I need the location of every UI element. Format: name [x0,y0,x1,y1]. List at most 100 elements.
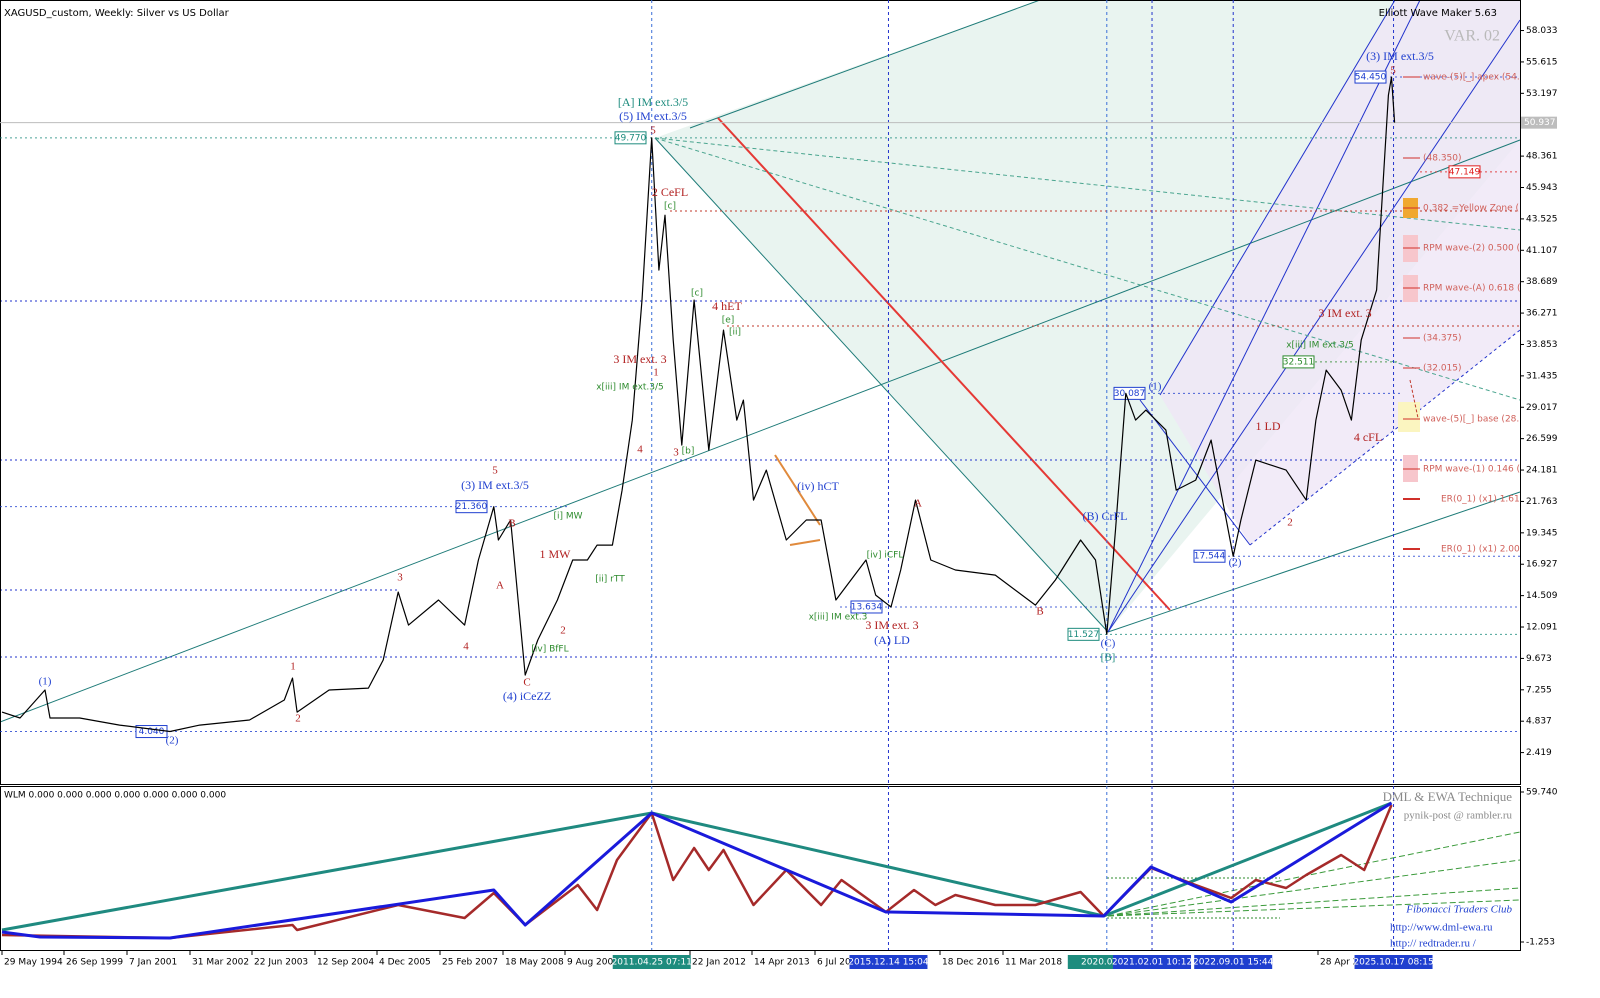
channel-line [689,0,1041,129]
level-label-box [1354,70,1387,84]
projection-label: wave-(5)[_] base (28. [1423,415,1519,425]
pitchfork-zone [1160,0,1520,545]
channel-line [0,139,1521,723]
wave-label: [e] [722,316,735,326]
wave-label: (2) [166,735,179,747]
y-tick-label: 26.599 [1526,434,1558,444]
y-tick-label: 16.927 [1526,560,1558,570]
y-tick-label: 14.509 [1526,591,1558,601]
pitchfork-line [1159,0,1396,396]
wave-label: 3 [673,447,679,459]
wave-label: (1) [1149,381,1162,393]
x-tick-label: 22 Jan 2012 [692,958,746,968]
projection-label: RPM wave-(A) 0.618 ( [1423,284,1520,294]
wave-label: [iv] BfFL [531,645,568,655]
main-panel [0,0,1521,785]
x-tick-label: 14 Apr 2013 [754,958,810,968]
pitchfork-line [1107,0,1421,633]
y-tick-label: 7.255 [1526,685,1552,695]
wave-label: C [523,677,530,689]
x-tick-label: 6 Jul 201 [817,958,857,968]
y-tick-label: 48.361 [1526,152,1558,162]
wave-label: B [508,518,515,530]
indicator-line [1,804,1393,940]
wave-label: 1 [290,661,296,673]
wave-label: [i] MW [553,512,582,522]
level-label-box [1448,165,1481,179]
y-tick-label: 29.017 [1526,403,1558,413]
wave-label: 3 IM ext. 3 [613,352,666,366]
y-tick-label: 19.345 [1526,528,1558,538]
x-tick-label: 9 Aug 2009 [567,958,619,968]
marker-label-box [1354,955,1433,969]
wave-label: 3 [397,572,403,584]
marker-label-box [849,955,928,969]
wave-label: 4 hET [712,299,742,313]
level-label-box [1282,355,1315,369]
wave-label: [ii] rTT [595,575,625,585]
y-tick-label: 43.525 [1526,214,1558,224]
x-tick-label: 7 Jan 2001 [129,958,177,968]
triangle-line [774,454,821,526]
level-label-box [455,500,488,514]
level-label: 17.544 [1194,552,1226,562]
y-tick-label: 2.419 [1526,748,1552,758]
level-label: 54.450 [1355,73,1387,83]
wave-label: A [496,580,504,592]
indicator-fan [1107,887,1521,917]
credit: DML & EWA Technique [1383,789,1513,804]
credit: Fibonacci Traders Club [1405,904,1512,916]
channel-line [654,137,1109,633]
price-label: 50.937 [1524,118,1556,128]
wave-label: [b] [682,447,695,457]
wave-label: (C) [1101,638,1116,650]
wave-label: [c] [691,289,703,299]
y-tick-label: 55.615 [1526,57,1558,67]
projection-label: 0.382 =Yellow Zone ( [1423,204,1519,214]
marker-label-box [612,955,691,969]
wave-label: 3 IM ext. 3 [1318,306,1371,320]
credit: http://www.dml-ewa.ru [1390,922,1493,934]
indicator-fan [1107,831,1521,917]
x-tick-label: 28 Apr 2 [1320,958,1358,968]
y-tick-label: 45.943 [1526,183,1558,193]
price-label-box [1521,116,1557,129]
indicator-line [1,801,1393,932]
wave-label: (B) CrFL [1083,509,1128,523]
projection-label: (32.015) [1423,364,1462,374]
wave-label: 1 MW [540,547,572,561]
projection-label: RPM wave-(1) 0.146 ( [1423,465,1520,475]
indicator-fan [1107,859,1521,917]
pitchfork-line [1139,399,1251,546]
indicator-line [1,801,1393,940]
level-label-box [1193,549,1226,563]
projection-label: (48.350) [1423,154,1462,164]
level-label: 32.511 [1283,357,1315,367]
wave-label: (A) LD [874,633,910,647]
channel-line [1107,491,1521,633]
y-tick-label: 59.740 [1526,788,1558,798]
marker-label-box [1194,955,1273,969]
x-tick-label: 12 Sep 2004 [317,958,374,968]
chart-subtitle: Elliott Wave Maker 5.63 [1379,8,1497,19]
x-tick-label: 22 Jun 2003 [254,958,308,968]
x-tick-label: 29 May 1994 [4,958,63,968]
level-label-box [850,600,883,614]
y-tick-label: 58.033 [1526,26,1558,36]
wave-label: 1 LD [1256,419,1281,433]
level-label: 30.087 [1114,389,1146,399]
wave-label: 2 [560,625,566,637]
indicator-title: WLM 0.000 0.000 0.000 0.000 0.000 0.000 … [4,791,226,801]
wave-label: x[iii] IM ext.3/5 [1286,341,1354,351]
level-label: 11.527 [1068,630,1100,640]
wave-label: (1) [39,676,52,688]
trend-line [717,117,1171,611]
wave-label: 5 [650,125,656,137]
watermark: VAR. 02 [1444,28,1500,45]
x-tick-label: 11 Mar 2018 [1005,958,1062,968]
marker-label: 2022.09.01 15:44 [1193,958,1274,968]
arrow-line [1409,379,1419,419]
wave-label: (3) IM ext.3/5 [1366,49,1434,63]
